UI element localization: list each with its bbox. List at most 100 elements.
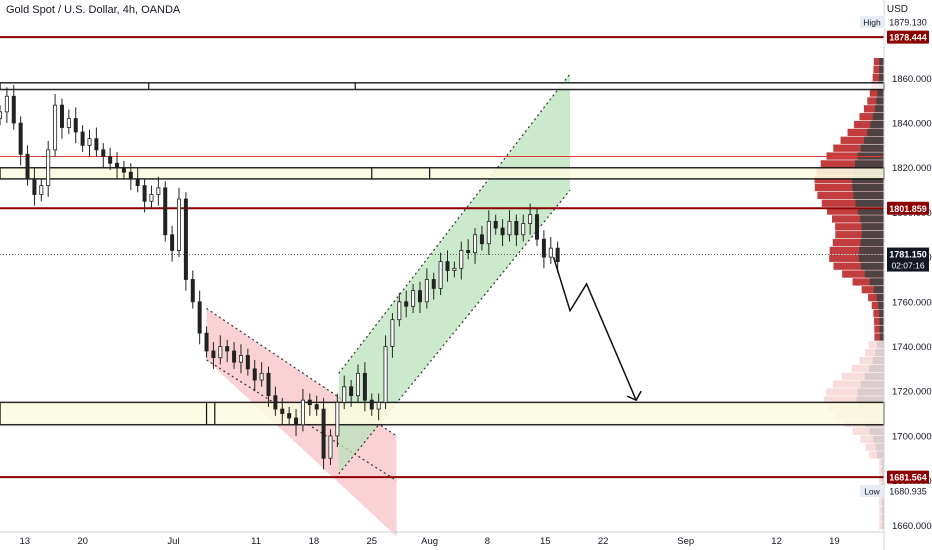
- chart-title: Gold Spot / U.S. Dollar, 4h, OANDA: [6, 4, 181, 16]
- candle-body: [314, 404, 319, 410]
- volume-bar: [868, 451, 884, 459]
- candle-body: [390, 319, 395, 347]
- volume-bar: [852, 427, 884, 435]
- candle-body: [362, 372, 367, 401]
- candle-body: [287, 413, 292, 419]
- candle-body: [438, 261, 443, 289]
- volume-bar-inner: [864, 136, 884, 144]
- volume-bar-inner: [875, 349, 884, 357]
- volume-bar-inner: [873, 286, 884, 294]
- volume-bar-inner: [876, 97, 884, 105]
- candle-body: [0, 111, 3, 119]
- candle-body: [335, 401, 340, 437]
- volume-bar: [840, 136, 884, 144]
- candle-body: [300, 399, 305, 426]
- high-value: 1879.130: [889, 18, 927, 28]
- volume-bar-inner: [867, 128, 884, 137]
- candle-body: [218, 346, 223, 359]
- candle-body: [376, 401, 381, 410]
- volume-bar: [826, 388, 884, 396]
- candle-body: [431, 279, 436, 289]
- candles-layer: [0, 85, 560, 470]
- candle-body: [190, 279, 195, 303]
- volume-bar: [835, 223, 884, 231]
- volume-bar-inner: [857, 388, 884, 396]
- volume-bar: [879, 474, 884, 483]
- candle-body: [211, 350, 216, 359]
- candle-body: [280, 408, 285, 414]
- candle-body: [245, 355, 250, 370]
- volume-bar-inner: [879, 325, 884, 333]
- volume-bar-inner: [869, 427, 884, 435]
- x-tick-label: 8: [485, 536, 490, 547]
- volume-bar-inner: [870, 120, 884, 129]
- volume-bar-inner: [872, 356, 884, 365]
- volume-bar: [832, 380, 884, 388]
- x-tick-label: 20: [77, 536, 88, 547]
- candle-body: [259, 372, 264, 381]
- volume-bar: [873, 309, 884, 317]
- low-value: 1680.935: [889, 487, 927, 497]
- candle-body: [507, 220, 512, 236]
- volume-bar-inner: [881, 506, 884, 514]
- candle-body: [53, 104, 58, 151]
- candle-body: [459, 250, 464, 269]
- low-tag: Low: [864, 487, 880, 497]
- candle-body: [473, 234, 478, 254]
- candle-body: [149, 194, 154, 202]
- candle-body: [128, 171, 133, 180]
- candle-body: [424, 279, 429, 303]
- y-tick-label: 1860.000: [892, 74, 932, 85]
- candle-body: [156, 187, 161, 195]
- candle-body: [87, 138, 92, 146]
- volume-bar-inner: [881, 474, 884, 483]
- candle-body: [25, 153, 30, 180]
- volume-bar-inner: [879, 317, 884, 325]
- volume-bar: [824, 396, 884, 404]
- candle-body: [73, 118, 78, 133]
- candle-body: [528, 214, 533, 225]
- candle-body: [541, 238, 546, 258]
- resistance-mid-tag: 1801.859: [889, 204, 927, 214]
- resistance-top-tag: 1878.444: [889, 33, 927, 43]
- volume-bar-inner: [881, 514, 884, 522]
- y-tick-label: 1720.000: [892, 387, 932, 398]
- zone-lower: [0, 401, 885, 426]
- support-bottom-tag: 1681.564: [889, 473, 927, 483]
- volume-bar-inner: [856, 396, 884, 404]
- volume-bar: [833, 262, 884, 270]
- high-tag-bg: [860, 16, 884, 29]
- volume-bar-inner: [860, 144, 884, 152]
- candle-body: [479, 234, 484, 245]
- candle-body: [452, 267, 457, 271]
- volume-bar: [868, 294, 884, 302]
- candle-body: [349, 386, 354, 397]
- volume-bar-inner: [879, 309, 884, 317]
- volume-bar: [871, 301, 884, 310]
- volume-bar-inner: [860, 215, 884, 223]
- candle-body: [500, 227, 505, 236]
- projection-path: [552, 256, 637, 401]
- candle-body: [328, 435, 333, 459]
- candle-body: [411, 290, 416, 307]
- volume-bar: [879, 522, 884, 530]
- candle-body: [342, 386, 347, 403]
- low-tag-bg: [860, 485, 884, 498]
- volume-bar-inner: [855, 199, 884, 207]
- candle-body: [197, 301, 202, 334]
- volume-bar: [852, 278, 884, 286]
- volume-bar-inner: [881, 459, 884, 467]
- volume-bar: [874, 325, 884, 333]
- candle-body: [170, 234, 175, 251]
- candle-body: [514, 220, 519, 236]
- volume-bar-inner: [878, 73, 884, 81]
- candle-body: [163, 187, 168, 236]
- projection-arrowhead: [626, 390, 642, 402]
- volume-bar-inner: [877, 89, 884, 97]
- x-tick-label: 11: [251, 536, 261, 547]
- volume-bar: [865, 443, 884, 451]
- candle-body: [294, 417, 299, 426]
- candle-body: [521, 223, 526, 236]
- candle-body: [101, 149, 106, 157]
